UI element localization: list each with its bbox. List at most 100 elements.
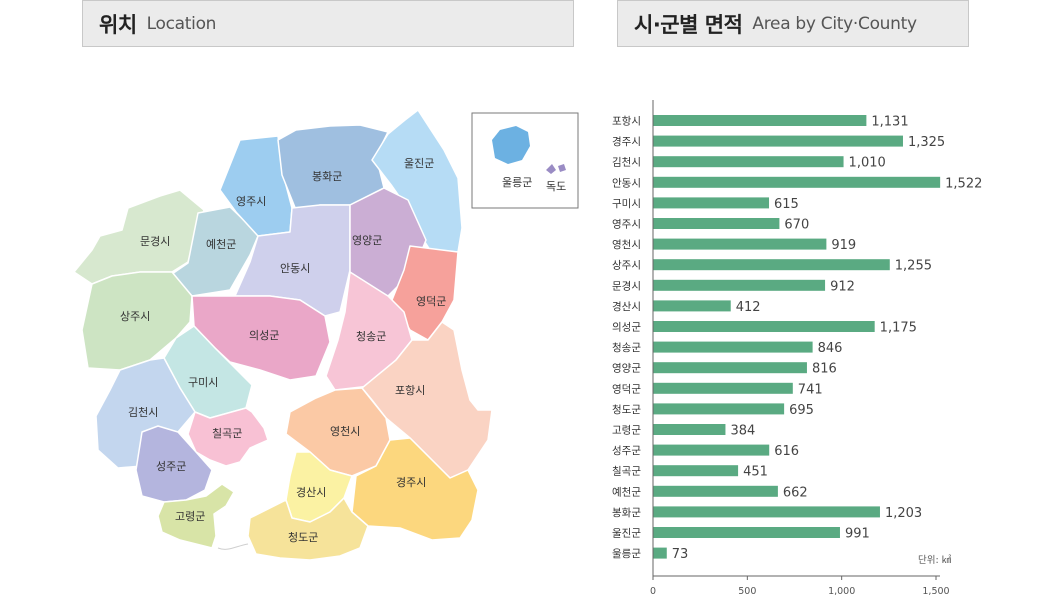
unit-label: 단위: ㎢ [918, 554, 952, 566]
x-tick-label: 1,000 [828, 586, 855, 595]
map-region-goryeong [157, 483, 235, 549]
value-label: 615 [774, 197, 799, 212]
category-label: 의성군 [612, 322, 641, 334]
category-label: 안동시 [612, 177, 641, 189]
map-region-label-andong: 안동시 [280, 262, 310, 275]
location-title-en: Location [146, 13, 217, 34]
map-region-label-uljin: 울진군 [404, 157, 434, 170]
bar [653, 135, 903, 147]
x-tick-label: 1,500 [922, 586, 949, 595]
value-label: 670 [784, 218, 809, 233]
bar [653, 279, 826, 291]
map-region-label-yeongyang: 영양군 [352, 234, 382, 247]
value-label: 919 [831, 238, 856, 253]
ulleung-label: 울릉군 [502, 176, 532, 189]
map-region-sangju [81, 271, 193, 371]
category-label: 봉화군 [612, 507, 641, 519]
category-label: 구미시 [612, 198, 641, 210]
value-label: 1,131 [871, 115, 908, 130]
bar [653, 403, 785, 415]
dokdo-island-icon [546, 164, 566, 174]
category-label: 영양군 [612, 363, 641, 375]
x-tick-label: 0 [650, 586, 656, 595]
ulleung-island-icon [492, 126, 530, 164]
map-region-label-gyeongsan: 경산시 [296, 486, 326, 499]
category-label: 포항시 [612, 116, 641, 128]
bar [653, 300, 731, 312]
map-region-seongju [135, 425, 213, 503]
bar [653, 238, 827, 250]
x-tick-label: 500 [738, 586, 756, 595]
value-label: 912 [830, 279, 855, 294]
bar [653, 547, 667, 559]
value-label: 662 [783, 485, 808, 500]
map-region-label-mungyeong: 문경시 [140, 235, 170, 248]
map-region-bonghwa [277, 124, 389, 211]
value-label: 1,010 [849, 156, 886, 171]
value-label: 1,203 [885, 506, 922, 521]
value-label: 695 [789, 403, 814, 418]
map-region-label-yeongju: 영주시 [236, 195, 266, 208]
dokdo-label: 독도 [546, 180, 566, 193]
map-region-label-cheongsong: 청송군 [356, 330, 386, 343]
map-region-label-gumi: 구미시 [188, 376, 218, 389]
category-label: 경주시 [612, 135, 641, 148]
value-label: 1,325 [908, 135, 945, 150]
value-label: 816 [812, 362, 837, 377]
map-region-label-cheongdo: 청도군 [288, 531, 318, 544]
category-label: 문경시 [612, 279, 641, 292]
category-label: 울릉군 [612, 548, 641, 560]
bar [653, 197, 770, 209]
value-label: 991 [845, 527, 870, 542]
category-label: 경산시 [612, 300, 641, 313]
map-region-label-gimcheon: 김천시 [128, 405, 158, 419]
map-region-label-pohang: 포항시 [395, 384, 425, 397]
map-region-label-seongju: 성주군 [156, 460, 186, 473]
value-label: 1,255 [895, 259, 932, 274]
map-region-label-yeongcheon: 영천시 [330, 424, 360, 438]
area-title-ko: 시·군별 면적 [634, 12, 743, 37]
map-region-label-sangju: 상주시 [120, 310, 150, 323]
value-label: 741 [798, 382, 823, 397]
bar [653, 465, 739, 477]
category-label: 영천시 [612, 239, 641, 251]
bar [653, 527, 840, 538]
bar [653, 424, 726, 435]
map-region-label-gyeongju: 경주시 [396, 476, 426, 489]
category-label: 예천군 [612, 485, 641, 498]
value-label: 451 [743, 465, 768, 480]
bar [653, 506, 880, 518]
value-label: 1,175 [880, 321, 917, 336]
bar [653, 218, 780, 229]
value-label: 616 [774, 444, 799, 459]
area-title-en: Area by City·County [752, 13, 917, 34]
value-label: 384 [730, 424, 755, 439]
bar [653, 485, 778, 497]
area-header: 시·군별 면적 Area by City·County [617, 0, 969, 47]
map-region-label-goryeong: 고령군 [175, 510, 205, 523]
bar [653, 444, 770, 456]
category-label: 성주군 [612, 445, 641, 457]
location-header: 위치 Location [82, 0, 574, 47]
map-region-cheongdo [247, 497, 369, 561]
bar [653, 321, 875, 332]
bar [653, 382, 793, 394]
inset-frame [471, 112, 579, 209]
bar [653, 156, 844, 168]
inset-box: 울릉군 독도 [471, 112, 579, 209]
bar [653, 115, 867, 126]
location-title-ko: 위치 [99, 12, 137, 37]
map-region-label-yecheon: 예천군 [206, 237, 236, 251]
bar [653, 341, 813, 353]
category-label: 울진군 [612, 528, 641, 540]
value-label: 73 [672, 547, 689, 562]
map-region-label-chilgok: 칠곡군 [212, 427, 242, 440]
category-label: 청송군 [612, 342, 641, 354]
map-region-line [217, 543, 249, 550]
category-label: 고령군 [612, 425, 641, 437]
value-label: 846 [818, 341, 843, 356]
value-label: 1,522 [945, 176, 982, 191]
category-label: 영주시 [612, 219, 641, 231]
